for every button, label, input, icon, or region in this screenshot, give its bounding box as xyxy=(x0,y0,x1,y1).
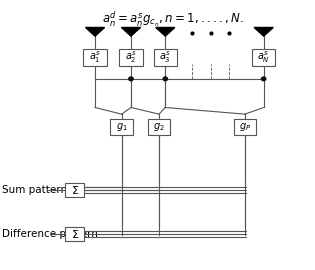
Text: $\Sigma$: $\Sigma$ xyxy=(71,228,79,240)
Text: Sum pattern: Sum pattern xyxy=(2,185,67,195)
FancyBboxPatch shape xyxy=(119,49,143,66)
FancyBboxPatch shape xyxy=(66,227,84,241)
Text: $a_1^s$: $a_1^s$ xyxy=(89,50,101,65)
Polygon shape xyxy=(85,28,105,36)
Text: $a_2^s$: $a_2^s$ xyxy=(125,50,137,65)
Polygon shape xyxy=(156,28,175,36)
Text: $g_P$: $g_P$ xyxy=(239,121,251,133)
Text: $a_{n}^{d} = a_{n}^{s}g_{c_n}, n = 1,....,N.$: $a_{n}^{d} = a_{n}^{s}g_{c_n}, n = 1,...… xyxy=(102,9,244,29)
Circle shape xyxy=(163,77,168,81)
Circle shape xyxy=(261,77,266,81)
Text: $\Sigma$: $\Sigma$ xyxy=(71,184,79,196)
Polygon shape xyxy=(254,28,273,36)
FancyBboxPatch shape xyxy=(83,49,107,66)
Circle shape xyxy=(129,77,133,81)
FancyBboxPatch shape xyxy=(148,119,170,135)
Text: $a_3^s$: $a_3^s$ xyxy=(159,50,171,65)
FancyBboxPatch shape xyxy=(154,49,177,66)
FancyBboxPatch shape xyxy=(234,119,256,135)
Text: Difference pattern: Difference pattern xyxy=(2,229,98,239)
FancyBboxPatch shape xyxy=(252,49,275,66)
Text: $g_2$: $g_2$ xyxy=(153,121,165,133)
Polygon shape xyxy=(121,28,140,36)
FancyBboxPatch shape xyxy=(66,183,84,197)
Text: $g_1$: $g_1$ xyxy=(116,121,128,133)
Text: $a_N^s$: $a_N^s$ xyxy=(257,50,270,65)
FancyBboxPatch shape xyxy=(110,119,133,135)
